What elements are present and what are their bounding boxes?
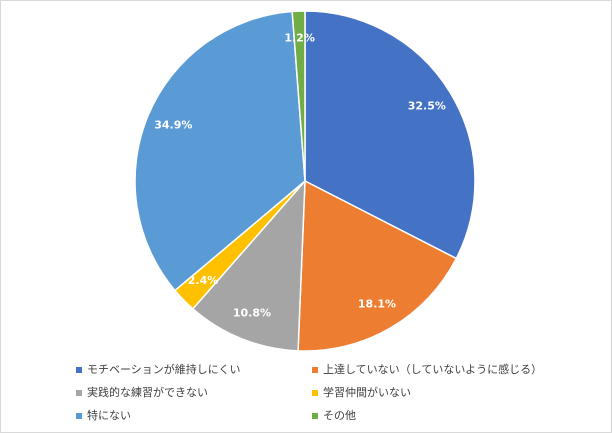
data-label: 32.5% — [408, 100, 446, 113]
pie-slice — [297, 179, 458, 352]
pie-slice — [191, 178, 306, 352]
legend-swatch — [312, 390, 318, 396]
pie-slice — [304, 10, 476, 260]
data-label: 10.8% — [233, 307, 271, 320]
legend-swatch — [76, 367, 82, 373]
data-label: 18.1% — [358, 297, 396, 310]
pie-slice — [291, 10, 306, 182]
legend-swatch — [76, 413, 82, 419]
legend-swatch — [312, 367, 318, 373]
data-label: 2.4% — [188, 274, 219, 287]
legend-label: 実践的な練習ができない — [87, 385, 208, 399]
data-label: 34.9% — [154, 119, 192, 132]
legend-label: 学習仲間がいない — [323, 385, 411, 399]
legend-label: 特にない — [87, 408, 131, 422]
pie-slice — [134, 10, 306, 292]
legend-label: モチベーションが維持しにくい — [87, 362, 241, 376]
legend-swatch — [76, 390, 82, 396]
data-label: 1.2% — [284, 31, 315, 44]
legend-swatch — [312, 413, 318, 419]
legend-label: その他 — [323, 409, 356, 422]
legend-label: 上達していない（していないように感じる） — [323, 363, 542, 376]
